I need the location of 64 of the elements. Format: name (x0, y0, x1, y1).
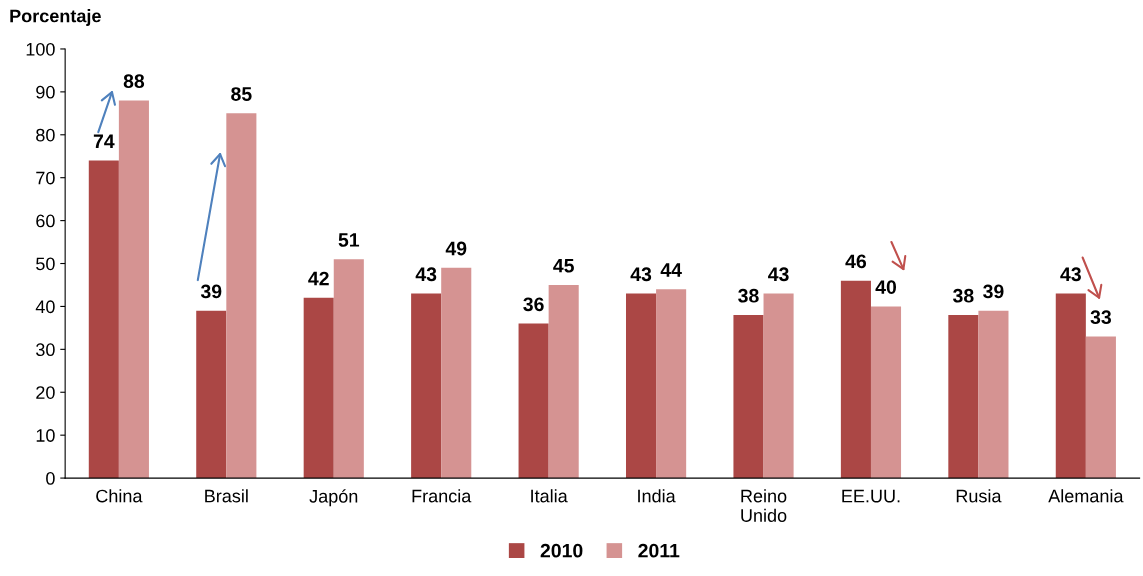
y-tick-label: 80 (36, 128, 55, 142)
bar (88, 160, 119, 479)
y-tick-label: 40 (35, 300, 55, 314)
bar (870, 306, 902, 479)
bar (118, 100, 149, 479)
data-label: 40 (875, 280, 897, 295)
y-tick-label: 50 (36, 257, 55, 271)
data-label: 38 (953, 288, 974, 303)
bar (333, 259, 364, 479)
data-label: 39 (200, 284, 222, 299)
data-label: 45 (553, 258, 574, 273)
bar (303, 297, 334, 479)
bar (948, 315, 979, 479)
y-tick-label: 0 (46, 472, 55, 485)
data-label: 39 (983, 284, 1004, 299)
data-label: 49 (445, 241, 467, 256)
x-tick-label: EE.UU. (842, 489, 900, 503)
legend-label: 2011 (638, 543, 680, 558)
bar (226, 113, 257, 479)
x-tick-label: Reino Unido (741, 489, 787, 522)
y-tick-label: 100 (26, 42, 55, 56)
bar (1085, 336, 1116, 479)
bar (548, 284, 579, 479)
data-label: 85 (231, 87, 252, 101)
x-tick-label: Brasil (205, 489, 248, 503)
bar (763, 293, 794, 479)
data-label: 46 (845, 254, 867, 269)
bar (411, 293, 442, 479)
y-tick-label: 10 (36, 429, 55, 442)
x-tick-label: Italia (531, 489, 568, 503)
bar (656, 289, 687, 479)
bar (196, 310, 227, 479)
y-tick-label: 60 (36, 214, 55, 228)
bar (441, 267, 472, 479)
x-tick-label: India (638, 489, 676, 503)
x-tick-label: Japón (309, 489, 358, 507)
y-tick-label: 70 (36, 171, 55, 185)
x-tick-label: Francia (412, 489, 472, 503)
legend-label: 2010 (540, 543, 583, 558)
x-tick-label: Rusia (956, 489, 1002, 503)
bar (840, 280, 871, 479)
bar (518, 323, 549, 479)
x-tick-label: China (96, 489, 143, 503)
bar (733, 315, 764, 479)
data-label: 74 (93, 134, 115, 148)
data-label: 43 (630, 267, 652, 282)
bar (626, 293, 657, 479)
bar (1055, 293, 1086, 479)
x-tick-label: Alemania (1048, 489, 1124, 503)
data-label: 38 (738, 288, 759, 303)
y-tick-label: 30 (36, 343, 55, 357)
data-label: 42 (308, 271, 329, 286)
data-label: 33 (1090, 310, 1111, 325)
y-axis-title: Porcentaje (10, 9, 101, 26)
y-tick-label: 90 (36, 85, 55, 99)
data-label: 43 (1060, 267, 1081, 282)
data-label: 44 (660, 263, 682, 277)
bar (978, 310, 1009, 479)
data-label: 88 (123, 74, 145, 89)
data-label: 51 (338, 233, 360, 247)
data-label: 36 (523, 297, 544, 312)
data-label: 43 (768, 267, 789, 282)
data-label: 43 (415, 267, 437, 282)
y-tick-label: 20 (36, 386, 55, 399)
